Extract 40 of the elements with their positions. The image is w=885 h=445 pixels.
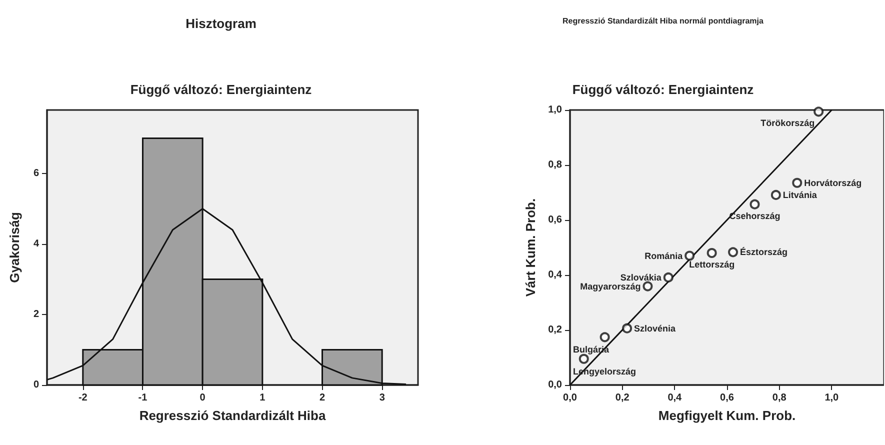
- x-axis-title: Megfigyelt Kum. Prob.: [658, 408, 796, 423]
- x-tick-label: 0,2: [615, 392, 630, 404]
- x-tick-label: 0,4: [668, 392, 682, 404]
- annotation: Észtország: [740, 247, 788, 258]
- x-axis-title: Regresszió Standardizált Hiba: [139, 408, 326, 423]
- y-tick-label: 1,0: [548, 104, 562, 116]
- y-axis-title: Várt Kum. Prob.: [523, 198, 538, 297]
- x-tick-label: 0,8: [772, 392, 787, 404]
- x-tick-label: -2: [78, 392, 88, 404]
- y-tick-label: 0: [33, 380, 40, 390]
- x-tick-label: 0: [200, 392, 206, 404]
- x-tick-label: -1: [138, 392, 148, 404]
- annotation: Csehország: [729, 210, 780, 221]
- annotation: Lettország: [689, 260, 735, 270]
- x-tick-label: 1: [260, 392, 266, 404]
- chart-subtitle: Függő változó: Energiaintenz: [130, 82, 312, 97]
- chart-title: Hisztogram: [186, 16, 256, 31]
- x-tick-label: 0,6: [720, 392, 734, 404]
- annotation: Románia: [644, 250, 684, 261]
- annotation: Szlovénia: [634, 323, 677, 334]
- annotation: Szlovákia: [620, 272, 662, 282]
- y-axis-title: Gyakoriság: [7, 212, 22, 283]
- y-tick-label: 0,0: [548, 380, 562, 390]
- y-tick-label: 2: [33, 308, 40, 320]
- annotation: Horvátország: [804, 178, 862, 188]
- annotation: Törökország: [760, 118, 815, 128]
- chart-title: Regresszió Standardizált Hiba normál pontdiagramja: [562, 16, 764, 26]
- annotation: Litvánia: [782, 190, 818, 200]
- x-tick-label: 1,0: [824, 392, 840, 404]
- x-tick-label: 2: [319, 392, 326, 404]
- y-tick-label: 0,6: [548, 214, 562, 226]
- chart-subtitle: Függő változó: Energiaintenz: [572, 82, 754, 97]
- y-tick-label: 0,8: [548, 160, 562, 170]
- y-tick-label: 0,2: [548, 324, 562, 336]
- y-tick-label: 6: [33, 168, 40, 179]
- annotation: Magyarország: [580, 281, 641, 292]
- x-tick-label: 3: [379, 392, 386, 404]
- y-tick-label: 4: [33, 238, 40, 250]
- y-tick-label: 0,4: [548, 270, 562, 280]
- x-tick-label: 0,0: [563, 392, 578, 404]
